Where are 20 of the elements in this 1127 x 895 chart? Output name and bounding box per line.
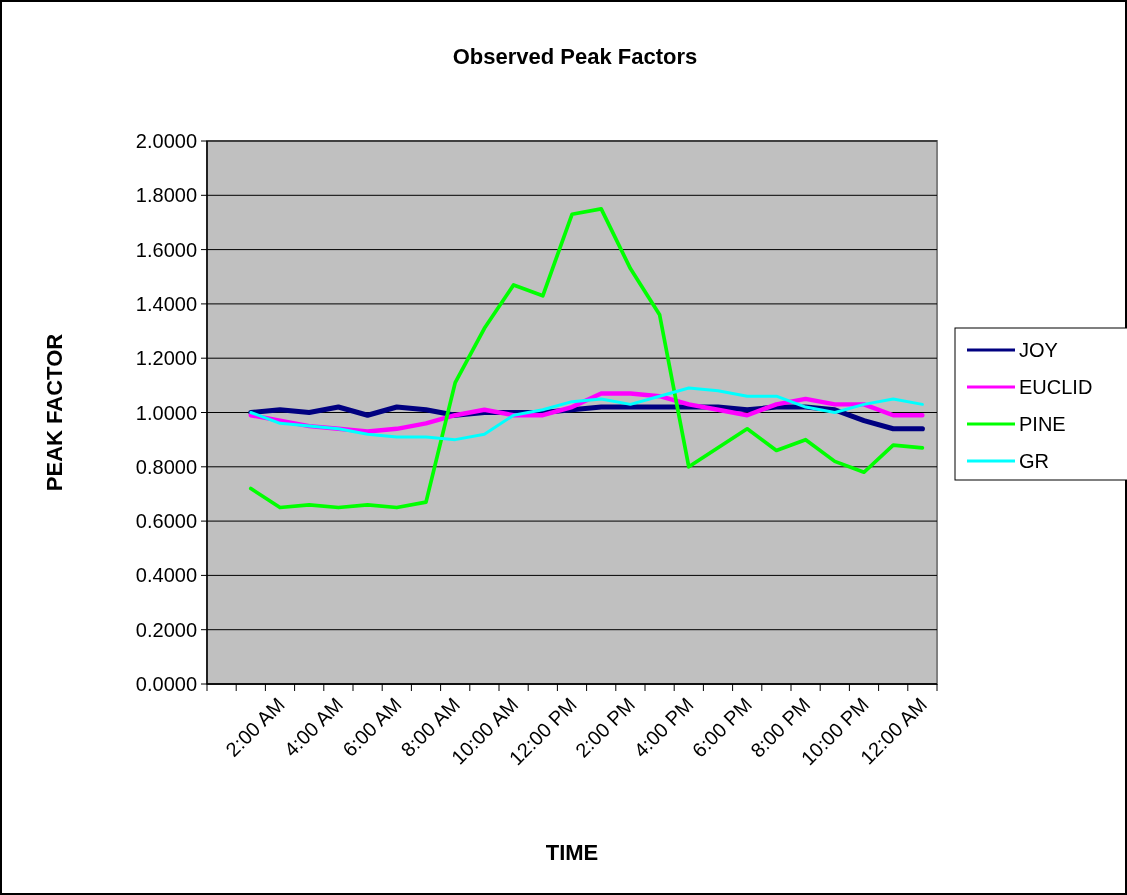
y-tick-label: 1.8000 — [135, 184, 197, 207]
legend-label: PINE — [1019, 413, 1066, 435]
chart-title: Observed Peak Factors — [452, 44, 698, 69]
y-tick-label: 0.2000 — [135, 618, 197, 641]
legend-label: EUCLID — [1019, 376, 1093, 398]
legend-label: JOY — [1019, 339, 1058, 361]
line-series — [248, 207, 925, 510]
y-tick-label: 0.0000 — [135, 673, 197, 695]
y-tick-label: 0.6000 — [135, 510, 197, 533]
y-tick-label: 0.8000 — [135, 455, 197, 478]
y-tick-label: 1.2000 — [135, 347, 197, 370]
y-tick-label: 0.4000 — [135, 564, 197, 587]
x-axis-title: TIME — [545, 840, 599, 865]
y-tick-label: 1.6000 — [135, 238, 197, 261]
y-tick-label: 1.4000 — [135, 292, 197, 315]
line-series — [249, 386, 924, 442]
y-tick-label: 2.0000 — [135, 130, 197, 152]
legend-label: GR — [1019, 450, 1049, 472]
y-axis-title: PEAK FACTOR — [42, 333, 67, 492]
y-tick-label: 1.0000 — [135, 401, 197, 424]
